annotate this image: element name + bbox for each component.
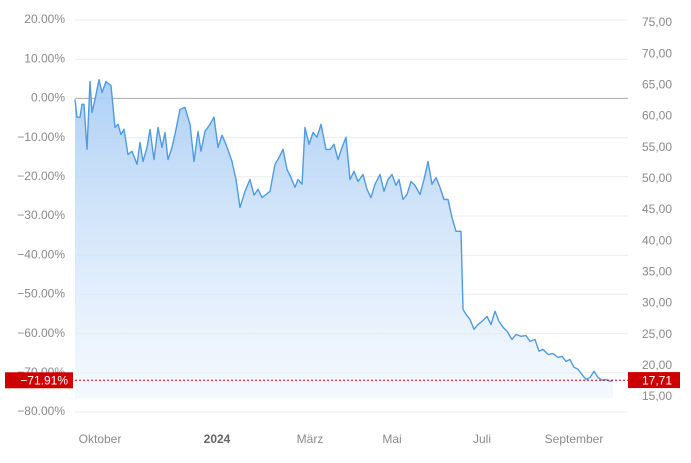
last-price-label: 17,71: [642, 373, 672, 387]
y-tick-label: 10.00%: [24, 51, 65, 65]
y2-tick-label: 50,00: [642, 171, 672, 185]
y2-tick-label: 15,00: [642, 389, 672, 403]
y2-tick-label: 25,00: [642, 327, 672, 341]
x-tick-label: Juli: [473, 432, 491, 446]
last-percent-box: [5, 372, 73, 389]
x-tick-label: März: [297, 432, 324, 446]
y2-tick-label: 30,00: [642, 296, 672, 310]
y-tick-label: −40.00%: [17, 247, 65, 261]
y-tick-label: −10.00%: [17, 130, 65, 144]
x-tick-label: Mai: [382, 432, 401, 446]
y-tick-label: 20.00%: [24, 12, 65, 26]
y2-tick-label: 20,00: [642, 358, 672, 372]
y2-tick-label: 60,00: [642, 109, 672, 123]
y-tick-label: −30.00%: [17, 208, 65, 222]
y-tick-label: 0.00%: [31, 91, 65, 105]
area: [75, 79, 613, 398]
last-percent-label: −71.91%: [20, 373, 68, 387]
y2-tick-label: 75,00: [642, 15, 672, 29]
y-tick-label: −80.00%: [17, 404, 65, 418]
x-tick-label: Oktober: [79, 432, 122, 446]
x-tick-label: 2024: [204, 432, 231, 446]
y2-tick-label: 55,00: [642, 140, 672, 154]
y-tick-label: −20.00%: [17, 169, 65, 183]
y2-tick-label: 40,00: [642, 233, 672, 247]
last-price-box: [628, 372, 680, 389]
y2-tick-label: 35,00: [642, 264, 672, 278]
y2-tick-label: 65,00: [642, 77, 672, 91]
y2-tick-label: 45,00: [642, 202, 672, 216]
y2-tick-label: 70,00: [642, 46, 672, 60]
y-tick-label: −50.00%: [17, 287, 65, 301]
price-line: [74, 78, 614, 383]
y-tick-label: −60.00%: [17, 326, 65, 340]
x-tick-label: September: [545, 432, 604, 446]
